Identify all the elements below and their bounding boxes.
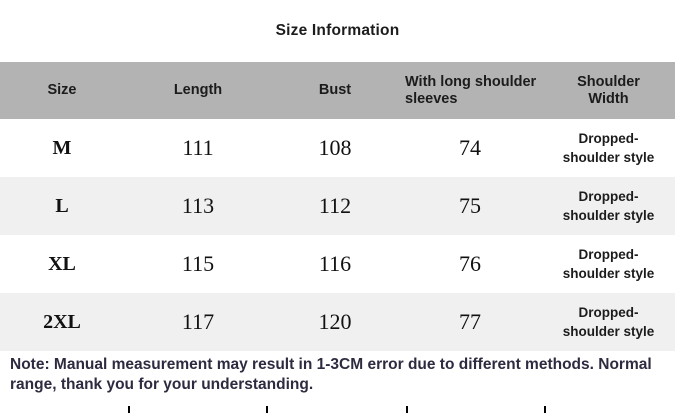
bottom-divider-tick [266, 406, 268, 413]
header-sleeve-label: With long shoulder sleeves [405, 73, 537, 107]
table-row-m: M 111 108 74 Dropped-shoulder style [0, 119, 675, 177]
header-length: Length [173, 82, 223, 98]
cell-shoulder-label: Dropped-shoulder style [562, 131, 655, 165]
cell-length: 113 [181, 193, 215, 218]
bottom-divider-tick [128, 406, 130, 413]
cell-bust: 108 [318, 135, 352, 160]
bottom-divider-tick [406, 406, 408, 413]
bottom-divider-tick [544, 406, 546, 413]
cell-bust: 120 [318, 309, 352, 334]
cell-shoulder: Dropped-shoulder style [542, 177, 675, 235]
page-title: Size Information [275, 22, 400, 39]
table-row-l: L 113 112 75 Dropped-shoulder style [0, 177, 675, 235]
header-shoulder-width-label: Shoulder Width [577, 73, 640, 107]
cell-shoulder-label: Dropped-shoulder style [562, 247, 655, 281]
header-bust: Bust [318, 82, 352, 98]
cell-shoulder: Dropped-shoulder style [542, 293, 675, 351]
table-row-2xl: 2XL 117 120 77 Dropped-shoulder style [0, 293, 675, 351]
cell-size: L [55, 194, 69, 217]
cell-shoulder-label: Dropped-shoulder style [562, 305, 655, 339]
cell-length: 115 [181, 251, 215, 276]
cell-sleeve: 76 [459, 251, 481, 276]
cell-bust: 116 [318, 251, 352, 276]
size-information-panel: Size Information Size Length Bust With l… [0, 22, 675, 413]
cell-length: 117 [181, 309, 215, 334]
cell-size: M [52, 136, 72, 159]
cell-length: 111 [182, 135, 214, 160]
header-size: Size [47, 82, 77, 98]
header-sleeve: With long shoulder sleeves [398, 62, 542, 119]
cell-shoulder: Dropped-shoulder style [542, 119, 675, 177]
cell-shoulder: Dropped-shoulder style [542, 235, 675, 293]
cell-sleeve: 75 [459, 193, 481, 218]
measurement-note: Note: Manual measurement may result in 1… [10, 356, 652, 393]
cell-bust: 112 [318, 193, 352, 218]
table-header-row: Size Length Bust With long shoulder slee… [0, 62, 675, 119]
header-shoulder-width: Shoulder Width [542, 62, 675, 119]
cell-size: 2XL [43, 310, 81, 333]
cell-sleeve: 77 [459, 309, 481, 334]
cell-size: XL [48, 252, 76, 275]
cell-shoulder-label: Dropped-shoulder style [562, 189, 655, 223]
cell-sleeve: 74 [459, 135, 481, 160]
table-row-xl: XL 115 116 76 Dropped-shoulder style [0, 235, 675, 293]
